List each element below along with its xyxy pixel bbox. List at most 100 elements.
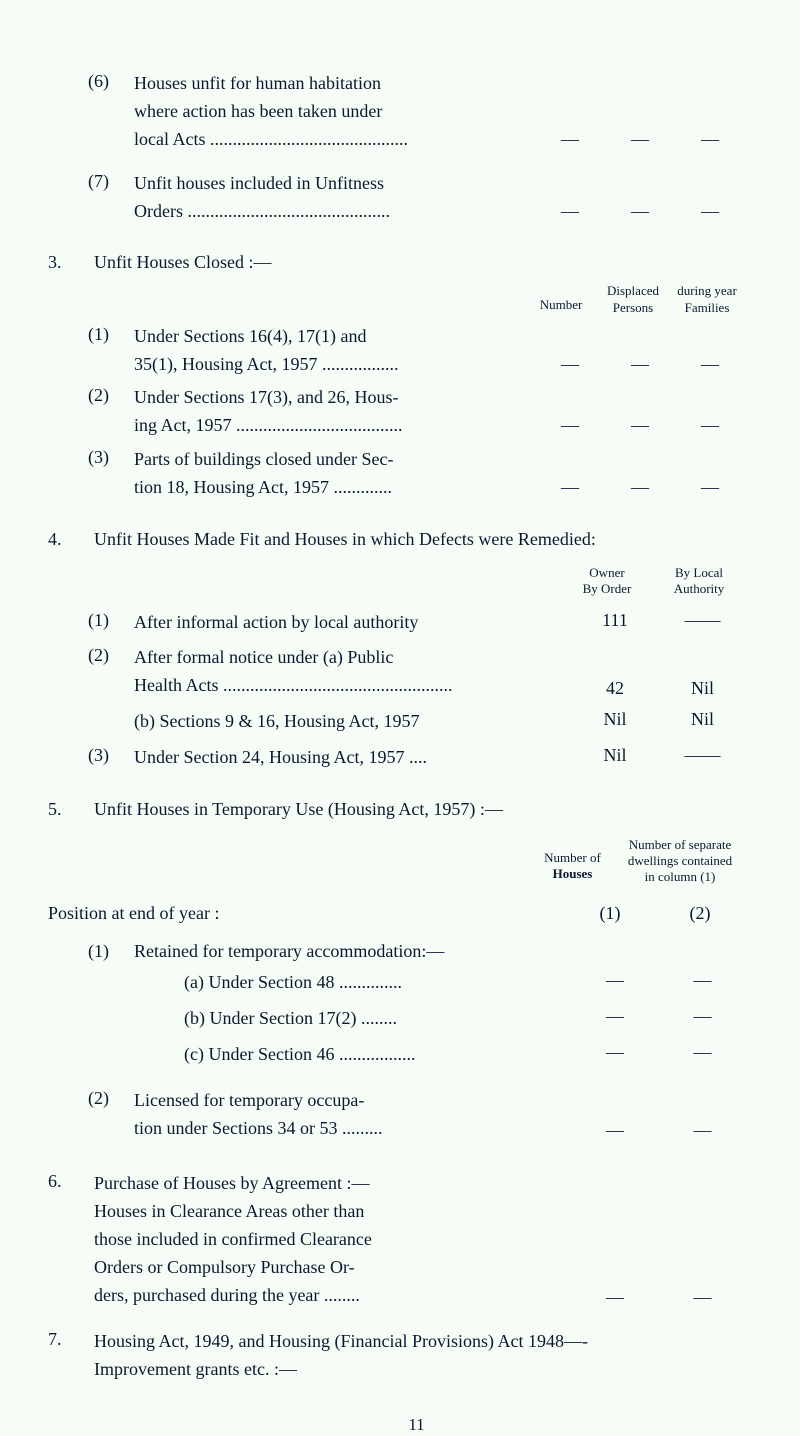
item-num: (3) <box>88 446 134 469</box>
item-text: Houses unfit for human habitation where … <box>134 70 745 154</box>
line: ders, purchased during the year ........ <box>94 1282 560 1310</box>
s5-1b: (b) Under Section 17(2) ........ — — <box>132 1005 745 1033</box>
value: Nil <box>570 708 660 731</box>
item-text: Under Section 24, Housing Act, 1957 .... <box>134 744 570 772</box>
value: Nil <box>570 744 660 767</box>
item-num: (1) <box>88 940 134 963</box>
dash: — <box>570 969 660 992</box>
s4-item-3: (3) Under Section 24, Housing Act, 1957 … <box>88 744 745 772</box>
dash: — <box>675 474 745 502</box>
item-num: (6) <box>88 70 134 93</box>
dash: — <box>660 1005 745 1028</box>
line: Under Sections 17(3), and 26, Hous- <box>134 384 745 412</box>
item-num: (1) <box>88 609 134 632</box>
position-text: Position at end of year : <box>48 902 565 925</box>
line: Orders or Compulsory Purchase Or- <box>94 1254 560 1282</box>
line: Improvement grants etc. :— <box>94 1356 745 1384</box>
item-num: (3) <box>88 744 134 767</box>
dash: — <box>570 1119 660 1142</box>
header-number: Number <box>525 283 597 317</box>
item-7: (7) Unfit houses included in Unfitness O… <box>88 170 745 226</box>
dash: — <box>570 1005 660 1028</box>
value: 42 <box>570 677 660 700</box>
dash: — <box>605 474 675 502</box>
line: Purchase of Houses by Agreement :— <box>94 1170 560 1198</box>
item-text: Retained for temporary accommodation:— <box>134 940 745 963</box>
line: After formal notice under (a) Public <box>134 644 560 672</box>
line: Houses in Clearance Areas other than <box>94 1198 560 1226</box>
s5-sub: (a) Under Section 48 .............. — — … <box>88 969 745 1069</box>
section-7: 7. Housing Act, 1949, and Housing (Finan… <box>48 1328 745 1384</box>
s5-item-1: (1) Retained for temporary accommodation… <box>88 940 745 963</box>
dash: — <box>675 126 745 154</box>
line: tion 18, Housing Act, 1957 ............. <box>134 474 535 502</box>
section-num: 5. <box>48 798 94 821</box>
s5-1c: (c) Under Section 46 ................. —… <box>132 1041 745 1069</box>
item-num: (7) <box>88 170 134 193</box>
line: tion under Sections 34 or 53 ......... <box>134 1115 560 1143</box>
line: Parts of buildings closed under Sec- <box>134 446 745 474</box>
value: 111 <box>570 609 660 632</box>
s4-item-2: (2) After formal notice under (a) Public… <box>88 644 745 700</box>
line: where action has been taken under <box>134 98 745 126</box>
item-text: Unfit houses included in Unfitness Order… <box>134 170 745 226</box>
s5-item-2: (2) Licensed for temporary occupa- tion … <box>88 1087 745 1143</box>
dash: — <box>675 198 745 226</box>
dash: — <box>605 412 675 440</box>
item-num: (2) <box>88 384 134 407</box>
s4-item-1: (1) After informal action by local autho… <box>88 609 745 637</box>
item-6: (6) Houses unfit for human habitation wh… <box>88 70 745 154</box>
dash: — <box>535 351 605 379</box>
section-5: 5. Unfit Houses in Temporary Use (Housin… <box>48 798 745 821</box>
line: Under Sections 16(4), 17(1) and <box>134 323 745 351</box>
page-number: 11 <box>88 1414 745 1436</box>
section-num: 3. <box>48 251 94 274</box>
dash: — <box>570 1041 660 1064</box>
value: —— <box>660 609 745 632</box>
section-text: Unfit Houses Made Fit and Houses in whic… <box>94 528 745 551</box>
section-text: Unfit Houses Closed :— <box>94 251 745 274</box>
section-6: 6. Purchase of Houses by Agreement :— Ho… <box>48 1170 745 1309</box>
dash: — <box>660 1119 745 1142</box>
item-text: (b) Sections 9 & 16, Housing Act, 1957 <box>134 708 570 736</box>
dash: — <box>535 474 605 502</box>
s5-1a: (a) Under Section 48 .............. — — <box>132 969 745 997</box>
dash: — <box>605 126 675 154</box>
item-num: (2) <box>88 1087 134 1110</box>
dash: — <box>660 1286 745 1309</box>
line: 35(1), Housing Act, 1957 ...............… <box>134 351 535 379</box>
line: local Acts .............................… <box>134 126 535 154</box>
line: Unfit houses included in Unfitness <box>134 170 745 198</box>
dash: — <box>535 412 605 440</box>
section-text: Unfit Houses in Temporary Use (Housing A… <box>94 798 745 821</box>
col-1: (1) <box>565 902 655 925</box>
section-num: 7. <box>48 1328 94 1351</box>
s3-item-2: (2) Under Sections 17(3), and 26, Hous- … <box>88 384 745 440</box>
dash: — <box>675 412 745 440</box>
item-text: After informal action by local authority <box>134 609 570 637</box>
dash: — <box>535 198 605 226</box>
col-2: (2) <box>655 902 745 925</box>
dash: — <box>660 1041 745 1064</box>
header-separate: Number of Houses Number of separate dwel… <box>88 837 745 884</box>
section-4: 4. Unfit Houses Made Fit and Houses in w… <box>48 528 745 551</box>
line: Licensed for temporary occupa- <box>134 1087 560 1115</box>
dash: — <box>535 126 605 154</box>
dash: — <box>675 351 745 379</box>
position-row: Position at end of year : (1) (2) <box>48 902 745 925</box>
dash: — <box>570 1286 660 1309</box>
s4-item-2b: (b) Sections 9 & 16, Housing Act, 1957 N… <box>88 708 745 736</box>
dash: — <box>605 198 675 226</box>
section-num: 6. <box>48 1170 94 1193</box>
section-num: 4. <box>48 528 94 551</box>
value: Nil <box>660 677 745 700</box>
item-num: (2) <box>88 644 134 667</box>
header-persons: Displaced during year Persons Families <box>597 283 745 317</box>
s3-item-3: (3) Parts of buildings closed under Sec-… <box>88 446 745 502</box>
line: ing Act, 1957 ..........................… <box>134 412 535 440</box>
header-owner: Owner By Order By Local Authority <box>88 565 745 596</box>
item-num: (1) <box>88 323 134 346</box>
header-displaced: Number Displaced during year Persons Fam… <box>88 283 745 317</box>
dash: — <box>605 351 675 379</box>
value: Nil <box>660 708 745 731</box>
